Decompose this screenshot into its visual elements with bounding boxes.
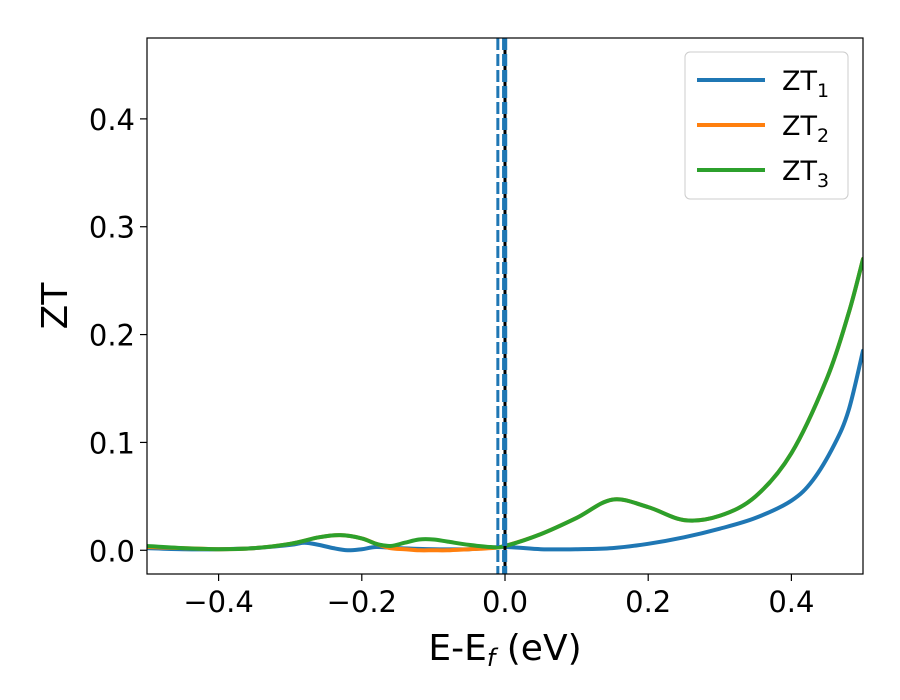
legend-label-zt3: ZT3: [782, 156, 829, 192]
legend-box: [684, 51, 849, 200]
x-tick-label: −0.2: [327, 585, 397, 619]
legend-label-zt1: ZT1: [782, 66, 829, 102]
x-axis-ticks: −0.4 −0.2 0.0 0.2 0.4: [183, 574, 814, 619]
x-tick-label: 0.0: [482, 585, 528, 619]
y-tick-label: 0.0: [89, 534, 135, 568]
y-axis-label: ZT: [35, 282, 76, 330]
y-tick-label: 0.2: [89, 319, 135, 353]
x-tick-label: 0.2: [625, 585, 671, 619]
y-axis-ticks: 0.0 0.1 0.2 0.3 0.4: [89, 103, 147, 568]
y-tick-label: 0.3: [89, 211, 135, 245]
legend-label-zt2: ZT2: [782, 111, 829, 147]
x-axis-label: E-Ef (eV): [428, 628, 581, 672]
legend: ZT1 ZT2 ZT3: [684, 51, 849, 200]
plot-area: [147, 38, 863, 574]
series-line-zt3: [147, 257, 863, 552]
x-tick-label: −0.4: [183, 585, 253, 619]
y-tick-label: 0.1: [89, 426, 135, 460]
y-tick-label: 0.4: [89, 103, 135, 137]
x-tick-label: 0.4: [768, 585, 814, 619]
